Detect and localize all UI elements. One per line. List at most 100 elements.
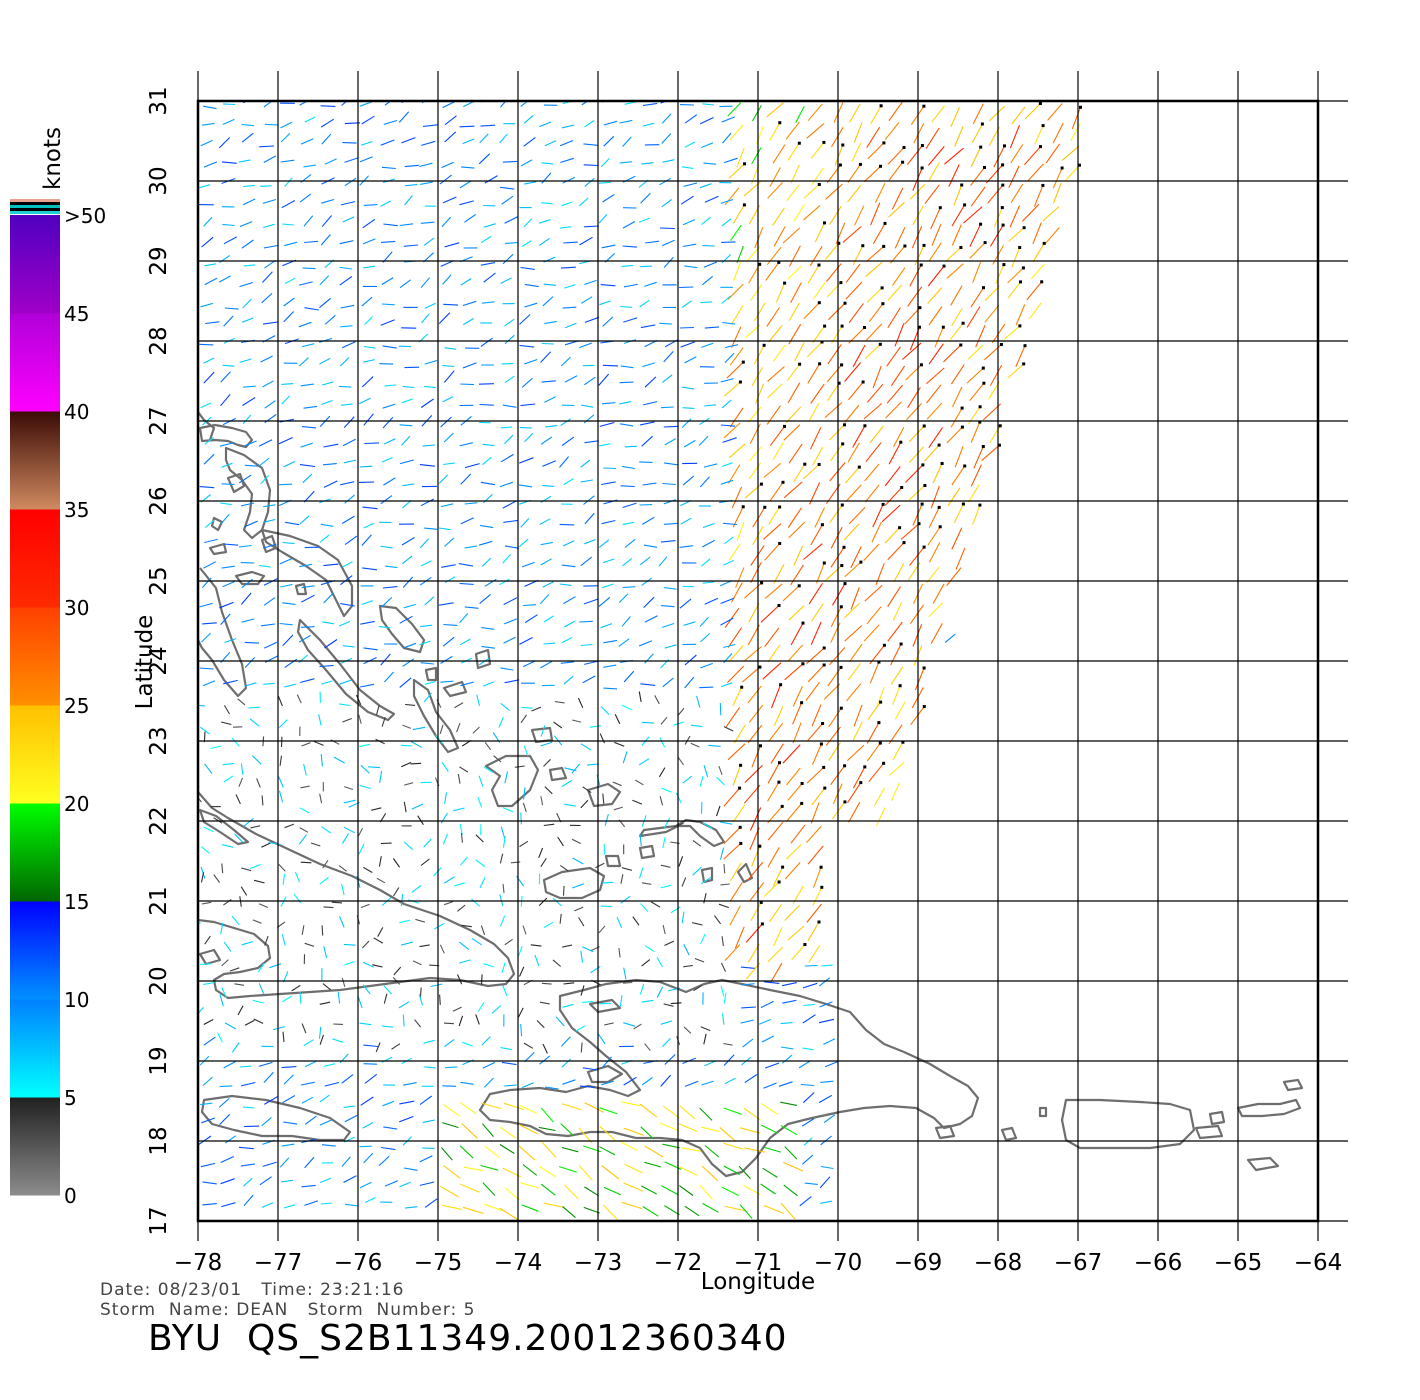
wind-vector: [928, 507, 940, 528]
wind-vector: [767, 182, 783, 199]
wind-vector: [721, 218, 732, 227]
wind-vector: [785, 406, 802, 423]
hispaniola-outline: [478, 978, 980, 1178]
wind-vector: [971, 123, 983, 144]
wind-vector: [954, 126, 964, 147]
wind-vector: [223, 315, 234, 327]
wind-vector: [298, 281, 313, 286]
colorbar-band: [10, 215, 60, 314]
wind-vector: [481, 301, 495, 304]
wind-vector: [539, 237, 550, 246]
wind-vector: [444, 901, 454, 906]
wind-vector: [720, 985, 725, 997]
wind-vector: [1028, 302, 1042, 320]
wind-vector: [700, 933, 706, 944]
wind-vector: [763, 881, 780, 897]
wind-vector: [583, 164, 599, 167]
wind-vector: [341, 833, 350, 844]
wind-vector: [721, 1013, 725, 1025]
wind-vector: [696, 695, 701, 708]
wind-vector: [283, 461, 296, 468]
wind-vector: [866, 287, 883, 303]
wind-vector: [380, 139, 395, 146]
wind-vector: [602, 193, 615, 203]
wind-vector: [885, 401, 902, 419]
wind-vector: [881, 504, 901, 523]
wind-vector: [622, 502, 637, 509]
wind-vector: [299, 193, 312, 203]
wind-vector: [502, 160, 518, 163]
wind-vector: [719, 847, 725, 860]
wind-vector: [925, 127, 940, 149]
wind-vector: [540, 660, 553, 669]
wind-vector: [475, 834, 484, 843]
wind-vector: [969, 223, 982, 247]
wind-vector: [403, 841, 414, 851]
latitude-tick-label: 17: [146, 1206, 172, 1235]
wind-vector: [541, 982, 552, 985]
wind-vector: [663, 425, 679, 428]
colorbar-label: 10: [64, 988, 89, 1012]
wind-vector: [783, 424, 801, 441]
wind-vector: [269, 963, 282, 969]
wind-vector: [767, 806, 783, 824]
longitude-tick-label: −64: [1294, 1250, 1343, 1276]
wind-vector: [381, 277, 394, 286]
wind-vector: [802, 1014, 816, 1024]
wind-vector: [277, 695, 283, 707]
wind-vector: [642, 401, 658, 406]
wind-vector: [198, 184, 211, 189]
wind-vector: [398, 1001, 410, 1009]
wind-vector: [741, 983, 755, 986]
wind-vector: [483, 272, 496, 283]
wind-vector: [721, 936, 724, 946]
wind-vector: [475, 859, 486, 868]
rain-flag-marker: [981, 445, 985, 448]
wind-vector: [768, 904, 782, 923]
wind-vector: [362, 1122, 374, 1129]
wind-vector: [778, 1081, 793, 1087]
wind-vector: [239, 281, 253, 288]
wind-vector: [643, 596, 655, 608]
wind-vector: [441, 161, 454, 169]
saona-outline: [934, 1124, 956, 1140]
longitude-tick-label: −67: [1054, 1250, 1103, 1276]
wind-vector: [853, 704, 863, 727]
wind-vector: [699, 476, 710, 488]
colorbar-label: 45: [64, 302, 89, 326]
rain-flag-marker: [899, 642, 903, 646]
wind-vector: [341, 341, 356, 349]
wind-vector: [203, 357, 215, 364]
wind-vector: [223, 941, 232, 952]
latitude-tick-label: 22: [146, 806, 172, 835]
wind-vector: [441, 564, 456, 568]
wind-vector: [382, 416, 394, 429]
wind-vector: [434, 922, 445, 930]
wind-vector: [424, 596, 435, 606]
wind-vector: [724, 1077, 736, 1085]
wind-vector: [584, 512, 595, 525]
wind-vector: [580, 1042, 583, 1053]
wind-vector: [321, 826, 332, 834]
wind-vector: [782, 227, 801, 244]
wind-vector: [453, 882, 465, 887]
wind-vector: [340, 304, 355, 309]
wind-vector: [442, 274, 452, 285]
wind-vector: [810, 383, 825, 404]
wind-vector: [424, 527, 438, 530]
rain-flag-marker: [840, 564, 844, 567]
wind-vector: [338, 385, 352, 388]
wind-vector: [231, 915, 240, 926]
wind-vector: [258, 983, 265, 995]
rain-flag-marker: [877, 660, 881, 664]
wind-vector: [660, 605, 675, 608]
wind-vector: [339, 240, 354, 245]
wind-vector: [832, 583, 846, 606]
wind-vector: [641, 435, 653, 447]
wind-vector: [523, 1042, 534, 1049]
rain-flag-marker: [800, 701, 804, 705]
wind-vector: [1070, 122, 1081, 141]
wind-vector: [663, 1003, 674, 1007]
wind-vector: [523, 604, 537, 607]
